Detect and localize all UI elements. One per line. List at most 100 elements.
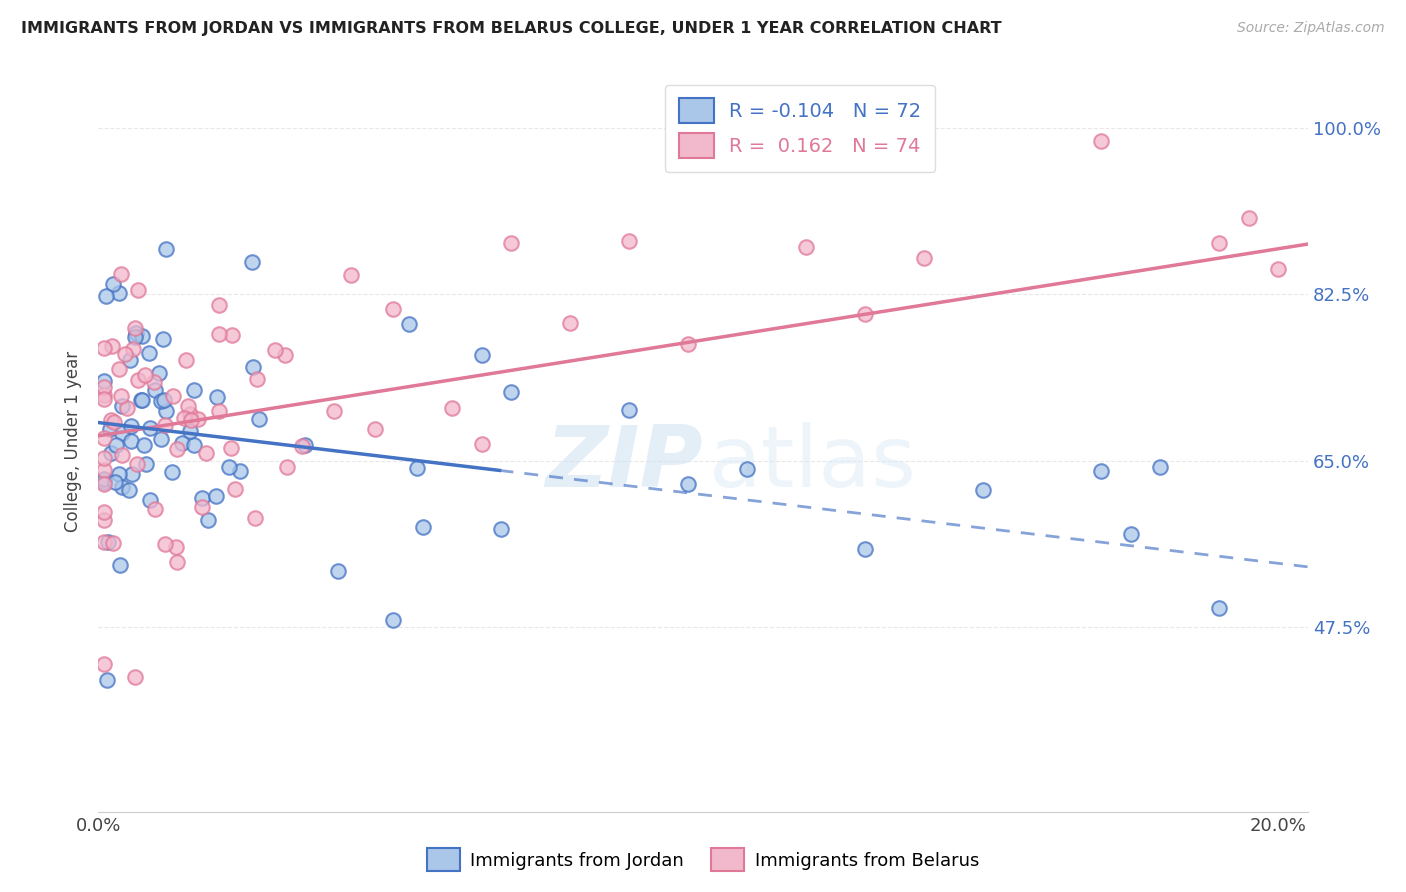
Point (142, 375, 165, 389)
Point (134, 368, 156, 383)
Point (127, 374, 149, 388)
Point (153, 417, 176, 432)
Point (1119, 526, 1142, 541)
Point (155, 243, 177, 257)
Point (276, 460, 298, 475)
Point (243, 510, 266, 524)
Point (619, 403, 641, 417)
Point (221, 328, 243, 343)
Point (149, 393, 172, 408)
Point (148, 366, 170, 380)
Point (127, 284, 149, 298)
Point (1267, 262, 1289, 277)
Point (162, 389, 184, 403)
Point (166, 555, 188, 569)
Point (93, 477, 115, 491)
Text: IMMIGRANTS FROM JORDAN VS IMMIGRANTS FROM BELARUS COLLEGE, UNDER 1 YEAR CORRELAT: IMMIGRANTS FROM JORDAN VS IMMIGRANTS FRO… (21, 21, 1001, 37)
Point (405, 461, 427, 475)
Point (100, 413, 122, 427)
Point (619, 234, 641, 248)
Point (118, 352, 141, 367)
Point (122, 342, 145, 356)
Point (1237, 211, 1260, 225)
Point (205, 390, 228, 404)
Point (131, 329, 153, 343)
Point (340, 268, 363, 282)
Point (323, 404, 346, 418)
Point (224, 482, 246, 496)
Point (678, 477, 700, 491)
Point (97, 534, 120, 549)
Point (110, 267, 132, 281)
Point (195, 445, 218, 459)
Point (1090, 464, 1112, 478)
Point (853, 541, 876, 556)
Point (221, 441, 243, 455)
Point (165, 540, 187, 554)
Point (245, 372, 267, 386)
Point (190, 500, 212, 514)
Point (93, 431, 115, 445)
Point (93, 380, 115, 394)
Point (98, 422, 121, 436)
Point (491, 522, 513, 536)
Point (247, 411, 270, 425)
Point (103, 535, 125, 549)
Point (125, 326, 148, 340)
Point (107, 362, 129, 376)
Point (152, 333, 174, 347)
Point (93, 374, 115, 388)
Point (104, 438, 127, 452)
Point (794, 240, 817, 254)
Point (1208, 235, 1230, 250)
Point (121, 467, 143, 482)
Point (125, 457, 148, 471)
Point (382, 302, 405, 317)
Point (111, 426, 134, 441)
Point (228, 464, 250, 478)
Point (1090, 134, 1112, 148)
Point (103, 415, 125, 429)
Point (155, 537, 177, 551)
Point (96, 289, 118, 303)
Point (139, 421, 162, 435)
Point (93, 387, 115, 401)
Point (382, 613, 405, 627)
Point (398, 317, 420, 331)
Point (176, 353, 198, 368)
Point (108, 285, 131, 300)
Point (173, 410, 195, 425)
Point (853, 307, 876, 321)
Text: Source: ZipAtlas.com: Source: ZipAtlas.com (1237, 21, 1385, 36)
Point (162, 465, 184, 479)
Point (177, 400, 200, 414)
Point (93, 472, 115, 486)
Point (294, 437, 316, 451)
Point (183, 438, 205, 452)
Point (110, 389, 132, 403)
Point (93, 450, 115, 465)
Point (153, 392, 176, 407)
Point (96, 673, 118, 687)
Point (108, 558, 131, 573)
Point (93, 341, 115, 355)
Point (972, 483, 994, 497)
Point (124, 320, 146, 334)
Legend: Immigrants from Jordan, Immigrants from Belarus: Immigrants from Jordan, Immigrants from … (420, 841, 986, 879)
Point (912, 251, 935, 265)
Point (191, 491, 214, 505)
Point (205, 489, 228, 503)
Point (93, 505, 115, 519)
Point (187, 412, 209, 426)
Point (150, 432, 173, 446)
Point (132, 438, 155, 452)
Point (111, 448, 134, 462)
Point (274, 348, 297, 362)
Point (114, 347, 136, 361)
Point (183, 383, 205, 397)
Point (471, 437, 494, 451)
Point (111, 400, 134, 414)
Point (108, 467, 131, 482)
Point (441, 401, 464, 415)
Point (143, 502, 166, 516)
